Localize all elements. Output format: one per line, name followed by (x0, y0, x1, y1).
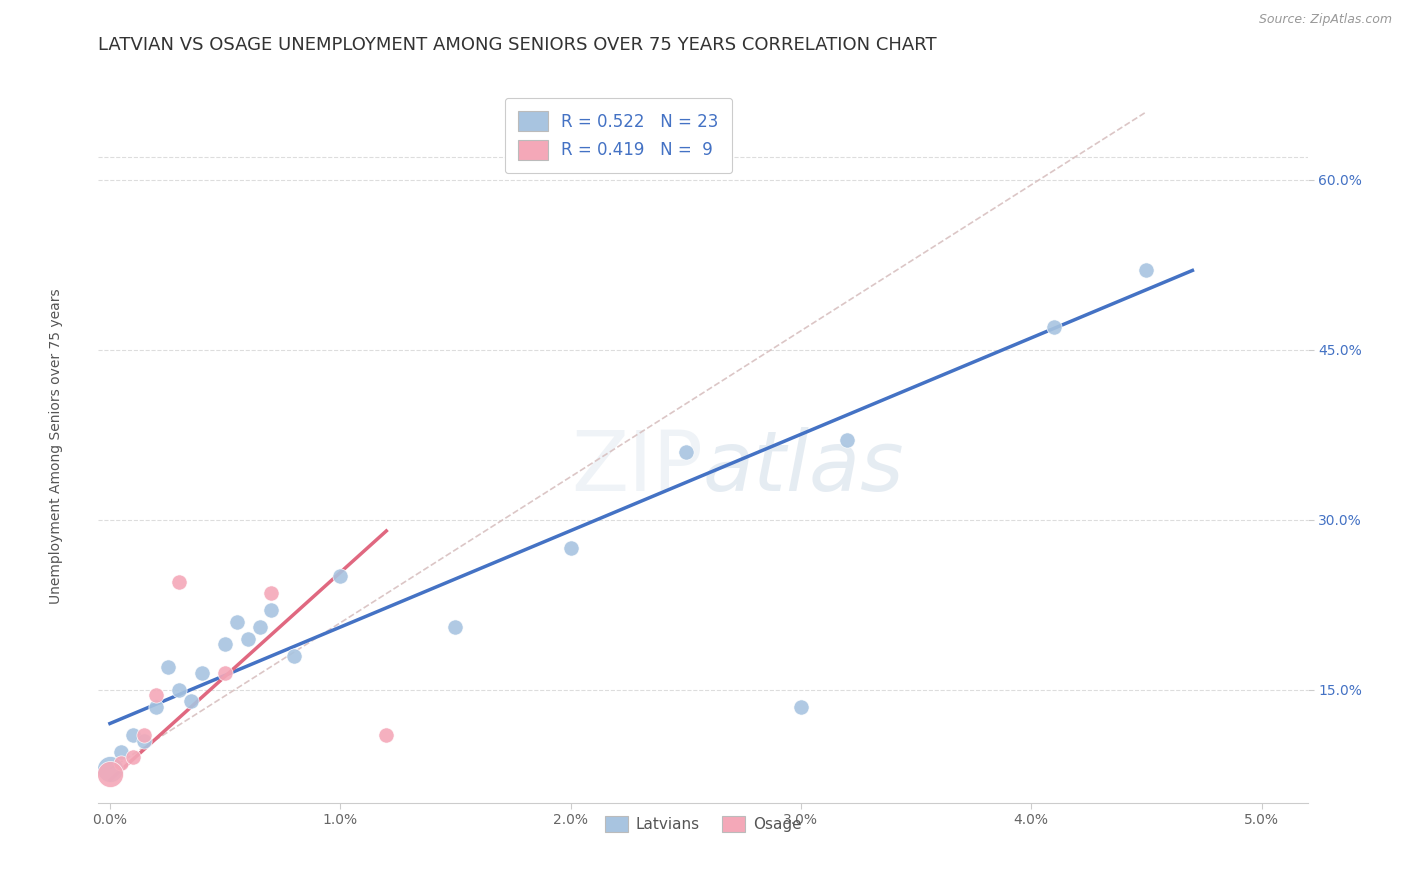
Point (167, 682, 190, 697)
Point (835, 434, 858, 448)
Point (283, 648, 305, 663)
Point (134, 728, 156, 742)
Point (145, 699, 167, 714)
Point (249, 620, 271, 634)
Point (156, 660, 179, 674)
Point (122, 750, 145, 764)
Point (191, 665, 214, 680)
Point (675, 444, 697, 458)
Point (145, 688, 167, 702)
Point (110, 745, 132, 759)
Point (1135, 263, 1157, 277)
Text: ZIP: ZIP (571, 427, 703, 508)
Point (790, 699, 813, 714)
Point (260, 603, 283, 617)
Point (560, 541, 582, 555)
Text: Unemployment Among Seniors over 75 years: Unemployment Among Seniors over 75 years (49, 288, 63, 604)
Text: Source: ZipAtlas.com: Source: ZipAtlas.com (1258, 13, 1392, 27)
Point (134, 733, 156, 747)
Point (214, 637, 236, 651)
Point (444, 620, 467, 634)
Text: LATVIAN VS OSAGE UNEMPLOYMENT AMONG SENIORS OVER 75 YEARS CORRELATION CHART: LATVIAN VS OSAGE UNEMPLOYMENT AMONG SENI… (98, 36, 936, 54)
Point (225, 615, 247, 629)
Point (180, 694, 202, 708)
Point (214, 665, 236, 680)
Text: atlas: atlas (703, 427, 904, 508)
Point (260, 586, 283, 600)
Point (110, 756, 132, 771)
Point (329, 569, 352, 583)
Point (98, 767, 121, 781)
Point (167, 574, 190, 589)
Point (236, 632, 259, 646)
Point (1043, 320, 1066, 334)
Point (122, 728, 145, 742)
Legend: Latvians, Osage: Latvians, Osage (599, 810, 807, 838)
Point (98, 762, 121, 776)
Point (375, 728, 398, 742)
